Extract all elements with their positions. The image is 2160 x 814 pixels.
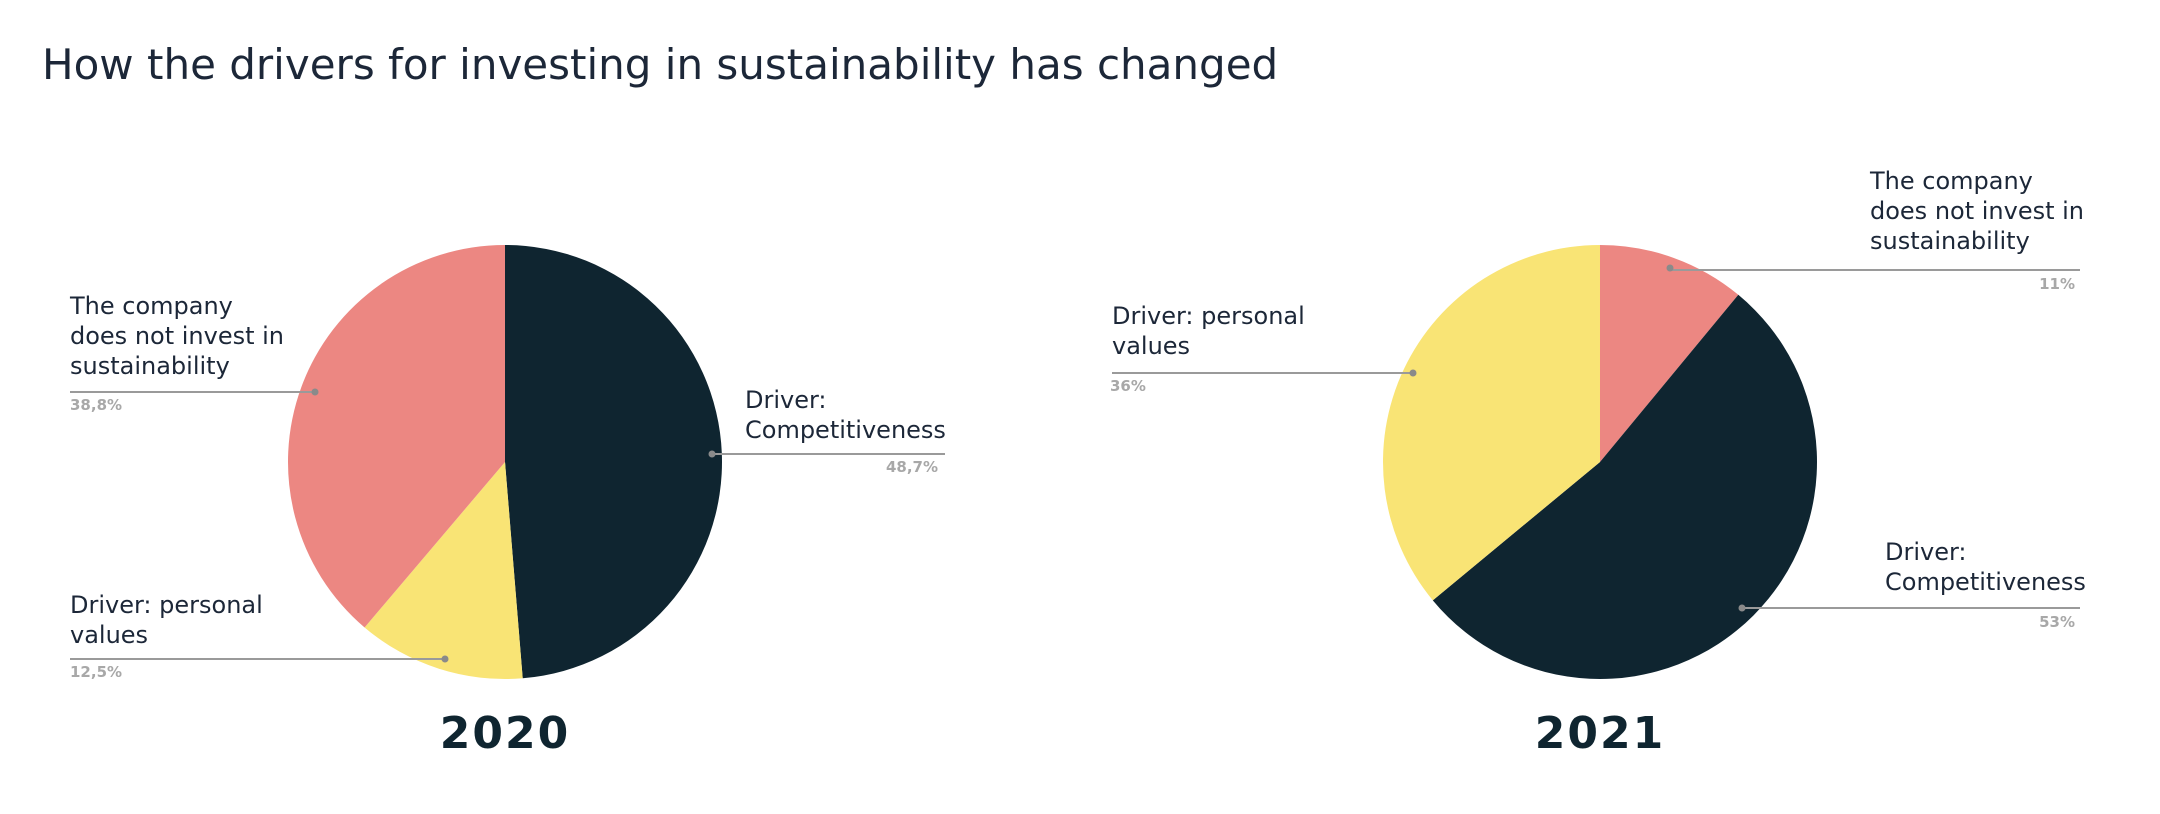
leader-dot xyxy=(1409,369,1417,377)
pie-slice-personal xyxy=(1383,245,1600,601)
leader-dot xyxy=(311,388,319,396)
slice-label-text: does not invest in xyxy=(70,322,284,350)
slice-value-label: 53% xyxy=(2039,613,2075,631)
slice-label-text: Driver: xyxy=(745,386,827,414)
slice-label-text: values xyxy=(70,621,148,649)
year-label: 2020 xyxy=(440,708,570,759)
slice-value-label: 12,5% xyxy=(70,663,122,681)
slice-label-text: The company xyxy=(69,292,233,320)
slice-label-text: Driver: xyxy=(1885,538,1967,566)
leader-dot xyxy=(441,655,449,663)
slice-label-text: Competitiveness xyxy=(1885,568,2086,596)
slice-label-text: values xyxy=(1112,332,1190,360)
pie-slice-competitiveness xyxy=(505,245,722,679)
slice-label-text: Driver: personal xyxy=(1112,302,1305,330)
pie-slice-competitiveness xyxy=(1432,294,1817,679)
slice-label-text: sustainability xyxy=(1870,227,2030,255)
slice-value-label: 38,8% xyxy=(70,396,122,414)
leader-dot xyxy=(1738,604,1746,612)
leader-dot xyxy=(708,450,716,458)
slice-value-label: 36% xyxy=(1110,377,1146,395)
slice-label-competitiveness: Driver:Competitiveness 53% xyxy=(1738,538,2086,631)
pie-slice-no_invest xyxy=(1600,245,1739,462)
slice-value-label: 11% xyxy=(2039,275,2075,293)
slice-label-text: Competitiveness xyxy=(745,416,946,444)
slice-label-text: does not invest in xyxy=(1870,197,2084,225)
leader-dot xyxy=(1666,264,1674,272)
slice-label-text: The company xyxy=(1869,167,2033,195)
slice-value-label: 48,7% xyxy=(886,458,938,476)
slice-label-competitiveness: Driver:Competitiveness 48,7% xyxy=(708,386,946,476)
pie-slice-no_invest xyxy=(288,245,505,628)
pie-slice-personal xyxy=(364,462,523,679)
year-label: 2021 xyxy=(1535,708,1665,759)
pie-chart-2020: Driver:Competitiveness 48,7% Driver: perso… xyxy=(69,245,946,759)
slice-label-text: sustainability xyxy=(70,352,230,380)
slice-label-text: Driver: personal xyxy=(70,591,263,619)
page-title: How the drivers for investing in sustain… xyxy=(42,40,1279,89)
